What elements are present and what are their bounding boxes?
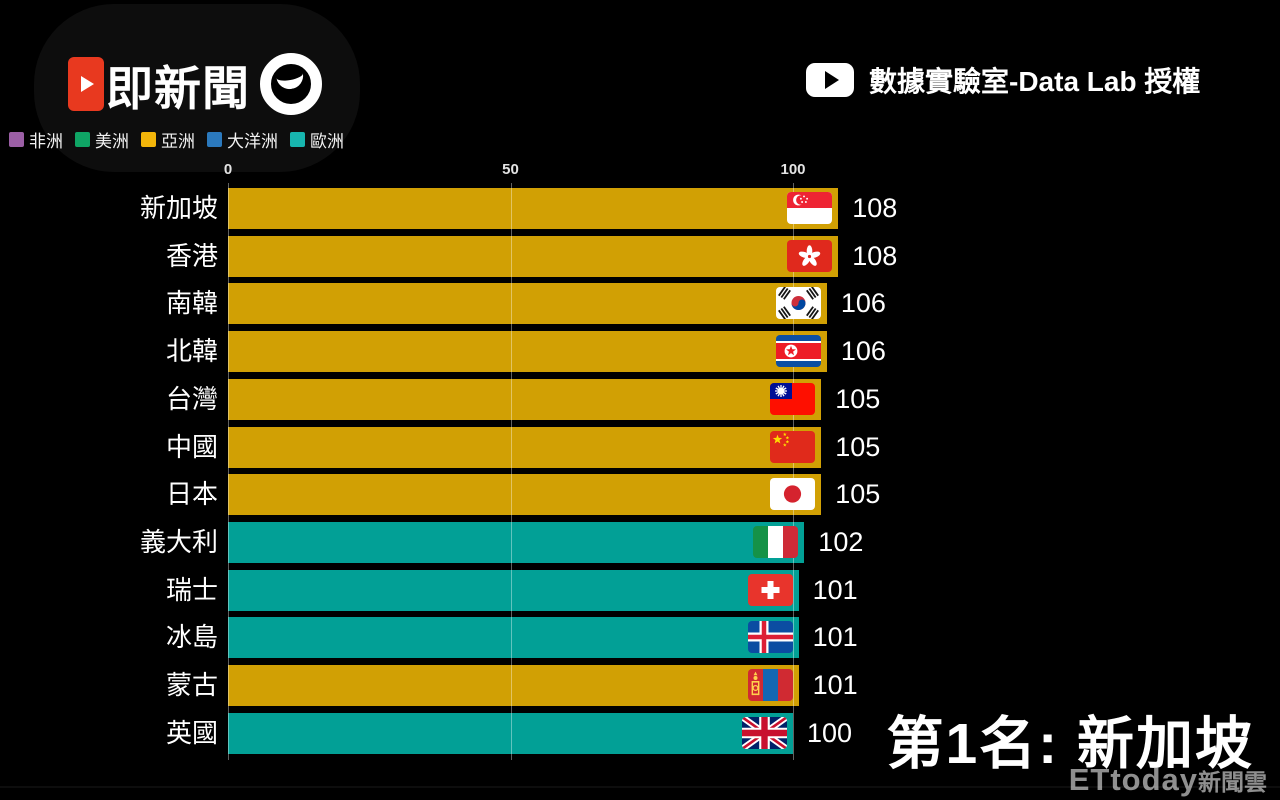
value-label: 108 bbox=[852, 193, 898, 223]
bar-歐洲 bbox=[228, 569, 799, 611]
legend-item: 歐洲 bbox=[290, 127, 344, 152]
country-label: 英國 bbox=[165, 717, 218, 748]
mn-flag-icon bbox=[747, 669, 793, 702]
value-label: 100 bbox=[807, 717, 853, 748]
legend-label: 歐洲 bbox=[310, 132, 344, 151]
it-flag-icon bbox=[753, 526, 799, 559]
bar-row: 新加坡 108 bbox=[0, 188, 1280, 229]
country-label: 義大利 bbox=[139, 527, 218, 558]
legend-swatch bbox=[290, 132, 305, 147]
country-label: 日本 bbox=[165, 479, 218, 510]
watermark-cjk: 新聞雲 bbox=[1198, 769, 1267, 795]
legend-item: 非洲 bbox=[9, 127, 63, 152]
ettoday-news-logo: 即新聞 bbox=[68, 52, 322, 116]
x-axis-tick-label: 100 bbox=[780, 161, 806, 178]
country-label: 北韓 bbox=[165, 336, 218, 367]
bar-row: 冰島 101 bbox=[0, 617, 1280, 659]
continent-legend: 非洲 美洲 亞洲 大洋洲 歐洲 bbox=[9, 127, 344, 152]
value-label: 101 bbox=[812, 670, 858, 701]
country-label: 台灣 bbox=[165, 383, 218, 414]
country-label: 中國 bbox=[165, 431, 218, 462]
gridline bbox=[793, 183, 794, 760]
youtube-icon bbox=[806, 63, 854, 97]
legend-swatch bbox=[9, 132, 24, 147]
red-play-icon bbox=[68, 57, 104, 111]
bar-亞洲 bbox=[228, 474, 822, 516]
bar-亞洲 bbox=[228, 378, 822, 420]
watermark-latin: ETtoday bbox=[1068, 762, 1198, 797]
x-axis-tick-label: 50 bbox=[502, 161, 519, 178]
bar-row: 瑞士 101 bbox=[0, 569, 1280, 611]
gb-flag-icon bbox=[742, 716, 787, 749]
bar-row: 南韓 106 bbox=[0, 283, 1280, 325]
legend-swatch bbox=[75, 132, 90, 147]
kr-flag-icon bbox=[775, 287, 821, 320]
legend-label: 非洲 bbox=[29, 132, 63, 151]
attribution-text: 數據實驗室-Data Lab 授權 bbox=[869, 66, 1201, 97]
country-label: 香港 bbox=[165, 240, 218, 271]
video-progress-seam bbox=[0, 786, 1280, 788]
country-label: 瑞士 bbox=[165, 574, 218, 605]
bar-歐洲 bbox=[228, 522, 805, 564]
rank-banner: 第1名: 新加坡 bbox=[886, 712, 1254, 776]
legend-swatch bbox=[141, 132, 156, 147]
bar-row: 中國 105 bbox=[0, 426, 1280, 468]
country-label: 蒙古 bbox=[165, 670, 218, 701]
bar-row: 北韓 106 bbox=[0, 331, 1280, 373]
value-label: 106 bbox=[840, 288, 886, 319]
is-flag-icon bbox=[747, 621, 793, 654]
bar-亞洲 bbox=[228, 426, 822, 468]
gridline bbox=[510, 183, 512, 760]
bar-row: 日本 105 bbox=[0, 474, 1280, 516]
bar-亞洲 bbox=[228, 235, 839, 277]
bar-row: 義大利 102 bbox=[0, 522, 1280, 564]
attribution: 數據實驗室-Data Lab 授權 bbox=[806, 60, 1200, 100]
bar-亞洲 bbox=[228, 188, 839, 229]
sg-flag-icon bbox=[787, 192, 833, 224]
bar-歐洲 bbox=[228, 617, 799, 659]
bar-亞洲 bbox=[228, 665, 799, 707]
value-label: 105 bbox=[835, 431, 881, 462]
gridline bbox=[228, 183, 229, 760]
kp-flag-icon bbox=[775, 335, 821, 368]
ettoday-watermark: ETtoday 新聞雲 bbox=[1069, 762, 1267, 798]
bar-row: 香港 108 bbox=[0, 235, 1280, 277]
value-label: 108 bbox=[852, 240, 898, 271]
bar-row: 英國 100 bbox=[0, 712, 1280, 754]
value-label: 101 bbox=[812, 622, 858, 653]
legend-item: 亞洲 bbox=[141, 127, 195, 152]
value-label: 102 bbox=[818, 527, 864, 558]
value-label: 105 bbox=[835, 479, 881, 510]
x-axis-tick-label: 0 bbox=[223, 161, 233, 178]
country-label: 冰島 bbox=[165, 622, 218, 653]
bar-row: 台灣 105 bbox=[0, 378, 1280, 420]
legend-item: 美洲 bbox=[75, 127, 129, 152]
logo-text: 即新聞 bbox=[106, 61, 250, 115]
ch-flag-icon bbox=[747, 573, 793, 606]
bar-row: 蒙古 101 bbox=[0, 665, 1280, 707]
tw-flag-icon bbox=[770, 382, 816, 415]
legend-label: 美洲 bbox=[95, 132, 129, 151]
hk-flag-icon bbox=[787, 239, 833, 272]
jp-flag-icon bbox=[770, 478, 816, 511]
country-label: 新加坡 bbox=[139, 193, 218, 223]
bar-歐洲 bbox=[228, 712, 793, 754]
bar-亞洲 bbox=[228, 331, 827, 373]
value-label: 101 bbox=[812, 574, 858, 605]
country-label: 南韓 bbox=[165, 288, 218, 319]
value-label: 105 bbox=[835, 383, 881, 414]
legend-label: 亞洲 bbox=[161, 132, 195, 151]
value-label: 106 bbox=[840, 336, 886, 367]
legend-swatch bbox=[207, 132, 222, 147]
cn-flag-icon bbox=[770, 430, 816, 463]
smiley-icon bbox=[260, 53, 322, 115]
legend-label: 大洋洲 bbox=[227, 132, 278, 151]
legend-item: 大洋洲 bbox=[207, 127, 278, 152]
bar-亞洲 bbox=[228, 283, 827, 325]
